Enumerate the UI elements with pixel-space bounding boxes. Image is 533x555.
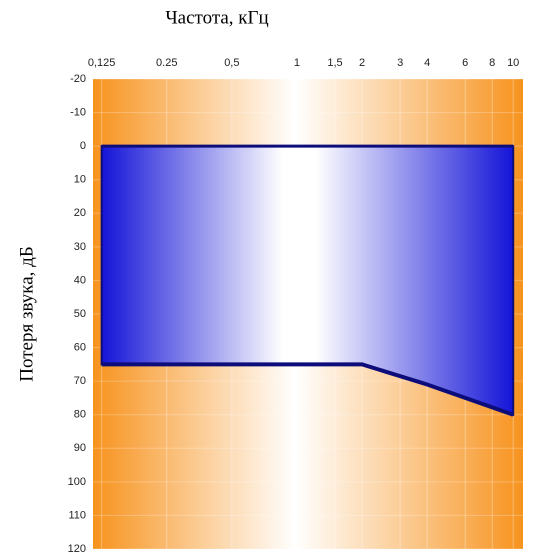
- x-tick-label: 1: [294, 57, 300, 69]
- y-tick-label: 60: [74, 341, 86, 353]
- y-axis-title: Потеря звука, дБ: [16, 246, 37, 381]
- x-tick-label: 6: [462, 57, 468, 69]
- chart-title: Частота, кГц: [165, 7, 268, 28]
- x-tick-label: 0,125: [88, 57, 116, 69]
- y-tick-label: 40: [74, 274, 86, 286]
- y-tick-label: 20: [74, 207, 86, 219]
- y-tick-label: 90: [74, 442, 86, 454]
- y-tick-label: 120: [68, 543, 86, 555]
- x-tick-label: 2: [359, 57, 365, 69]
- x-tick-label: 10: [507, 57, 519, 69]
- x-tick-label: 0.25: [156, 57, 177, 69]
- y-tick-label: 30: [74, 241, 86, 253]
- y-tick-label: 110: [68, 509, 86, 521]
- y-tick-label: 80: [74, 409, 86, 421]
- x-tick-label: 0,5: [224, 57, 239, 69]
- x-tick-label: 8: [489, 57, 495, 69]
- y-tick-label: -10: [70, 106, 86, 118]
- x-tick-label: 3: [397, 57, 403, 69]
- y-tick-label: 10: [74, 174, 86, 186]
- y-tick-label: 50: [74, 308, 86, 320]
- x-tick-label: 4: [424, 57, 430, 69]
- y-tick-label: 0: [80, 140, 86, 152]
- y-tick-label: 70: [74, 375, 86, 387]
- x-tick-label: 1,5: [327, 57, 342, 69]
- y-tick-label: 100: [68, 476, 86, 488]
- area-line: [101, 362, 514, 417]
- y-tick-label: -20: [70, 73, 86, 85]
